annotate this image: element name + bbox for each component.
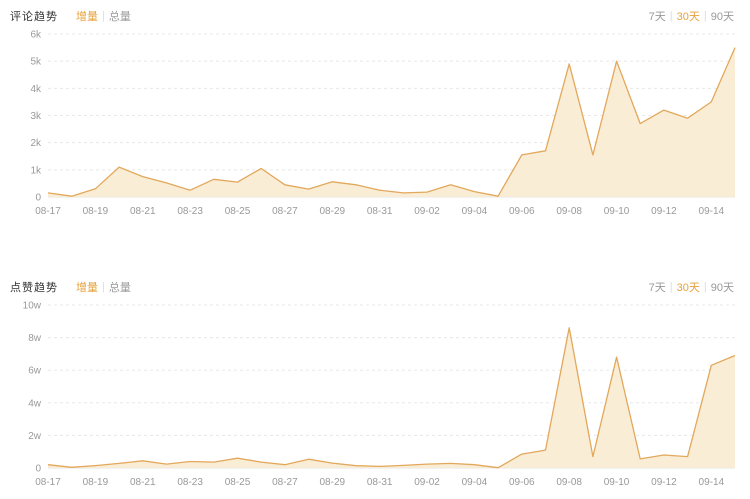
svg-text:08-25: 08-25 — [225, 206, 251, 217]
range-90d[interactable]: 90天 — [710, 11, 734, 23]
svg-text:09-08: 09-08 — [556, 477, 582, 488]
svg-text:08-25: 08-25 — [225, 477, 251, 488]
range-switcher: 7天 | 30天 | 90天 — [646, 8, 742, 24]
comment-trend-header: 评论趋势 增量 | 总量 7天 | 30天 | 90天 — [0, 0, 750, 24]
tab-increment[interactable]: 增量 — [76, 11, 98, 23]
range-separator: | — [703, 10, 707, 22]
svg-text:08-23: 08-23 — [177, 477, 203, 488]
svg-text:09-12: 09-12 — [651, 477, 677, 488]
svg-text:08-17: 08-17 — [35, 206, 61, 217]
svg-text:08-23: 08-23 — [177, 206, 203, 217]
range-90d[interactable]: 90天 — [710, 282, 734, 294]
svg-text:09-06: 09-06 — [509, 206, 535, 217]
svg-text:08-29: 08-29 — [319, 477, 345, 488]
tab-separator: | — [102, 281, 105, 293]
svg-text:08-21: 08-21 — [130, 477, 156, 488]
tab-total[interactable]: 总量 — [108, 11, 131, 23]
svg-text:08-19: 08-19 — [83, 206, 109, 217]
svg-text:09-14: 09-14 — [699, 206, 725, 217]
svg-text:6k: 6k — [30, 30, 42, 41]
svg-text:08-31: 08-31 — [367, 477, 393, 488]
range-7d[interactable]: 7天 — [648, 11, 666, 23]
range-separator: | — [669, 10, 673, 22]
svg-text:1k: 1k — [30, 165, 42, 176]
comment-trend-chart[interactable]: 0 1k 2k 3k 4k 5k 6k 08-17 08-19 08-21 08-23 08-25 08… — [0, 24, 750, 224]
svg-text:0: 0 — [35, 193, 41, 204]
range-separator: | — [669, 281, 673, 293]
svg-text:09-04: 09-04 — [462, 206, 488, 217]
metric-tabs: 增量 | 总量 — [73, 279, 134, 295]
svg-text:4w: 4w — [28, 398, 42, 409]
svg-text:2k: 2k — [30, 138, 42, 149]
comment-trend-panel: 评论趋势 增量 | 总量 7天 | 30天 | 90天 0 1k 2k 3k 4k 5k 6… — [0, 0, 750, 224]
svg-text:08-29: 08-29 — [319, 206, 345, 217]
svg-text:08-17: 08-17 — [35, 477, 61, 488]
svg-text:10w: 10w — [23, 301, 42, 312]
svg-text:08-21: 08-21 — [130, 206, 156, 217]
svg-text:09-10: 09-10 — [604, 206, 630, 217]
svg-text:09-10: 09-10 — [604, 477, 630, 488]
svg-text:08-19: 08-19 — [83, 477, 109, 488]
like-trend-panel: 点赞趋势 增量 | 总量 7天 | 30天 | 90天 0 2w 4w 6w 8w 10w… — [0, 271, 750, 495]
svg-text:09-06: 09-06 — [509, 477, 535, 488]
svg-text:4k: 4k — [30, 84, 42, 95]
range-30d[interactable]: 30天 — [676, 11, 700, 23]
svg-text:09-02: 09-02 — [414, 206, 440, 217]
like-trend-header: 点赞趋势 增量 | 总量 7天 | 30天 | 90天 — [0, 271, 750, 295]
svg-text:0: 0 — [35, 464, 41, 475]
range-30d[interactable]: 30天 — [676, 282, 700, 294]
svg-text:09-02: 09-02 — [414, 477, 440, 488]
svg-text:3k: 3k — [30, 111, 42, 122]
svg-text:09-12: 09-12 — [651, 206, 677, 217]
svg-text:09-14: 09-14 — [699, 477, 725, 488]
svg-text:08-27: 08-27 — [272, 477, 298, 488]
like-trend-chart[interactable]: 0 2w 4w 6w 8w 10w 08-17 08-19 08-21 08-23 08-25 08-… — [0, 295, 750, 495]
range-7d[interactable]: 7天 — [648, 282, 666, 294]
svg-text:5k: 5k — [30, 57, 42, 68]
svg-text:8w: 8w — [28, 333, 42, 344]
svg-text:09-08: 09-08 — [556, 206, 582, 217]
tab-separator: | — [102, 10, 105, 22]
page-title: 评论趋势 — [10, 11, 58, 23]
range-separator: | — [703, 281, 707, 293]
svg-text:08-27: 08-27 — [272, 206, 298, 217]
metric-tabs: 增量 | 总量 — [73, 8, 134, 24]
range-switcher: 7天 | 30天 | 90天 — [646, 279, 742, 295]
svg-text:08-31: 08-31 — [367, 206, 393, 217]
svg-text:09-04: 09-04 — [462, 477, 488, 488]
svg-text:2w: 2w — [28, 431, 42, 442]
svg-text:6w: 6w — [28, 366, 42, 377]
page-title: 点赞趋势 — [10, 282, 58, 294]
tab-increment[interactable]: 增量 — [76, 282, 98, 294]
tab-total[interactable]: 总量 — [108, 282, 131, 294]
